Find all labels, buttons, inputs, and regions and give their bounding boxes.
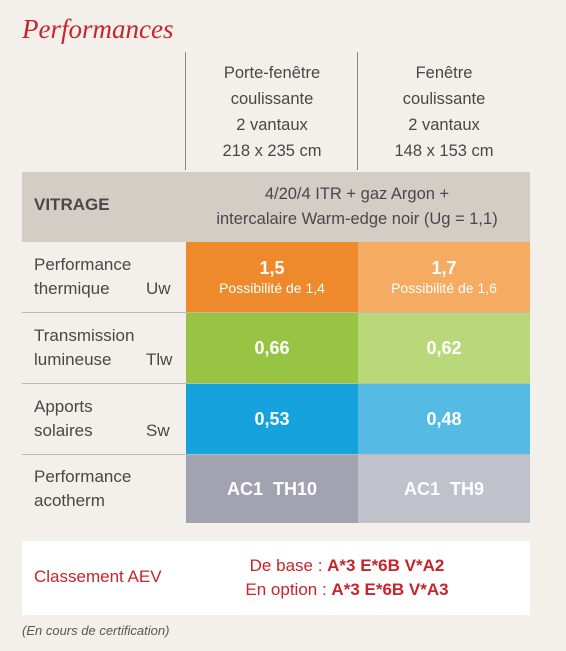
vitrage-description: 4/20/4 ITR + gaz Argon + intercalaire Wa…	[216, 185, 498, 228]
cell-sw-fenetre: 0,48	[358, 384, 530, 454]
page-title: Performances	[22, 14, 174, 44]
header-divider-left	[185, 52, 186, 170]
row-divider	[22, 383, 530, 384]
row-label: Apports solaires Sw	[34, 397, 170, 440]
vitrage-label: VITRAGE	[34, 195, 110, 214]
header-divider-middle	[357, 52, 358, 170]
cell-sw-porte-fenetre: 0,53	[186, 384, 358, 454]
row-transmission-lumineuse: Transmission lumineuse Tlw 0,66 0,62	[22, 313, 530, 383]
row-performance-acotherm: Performance acotherm AC1 TH10 AC1 TH9	[22, 455, 530, 523]
cell-uw-porte-fenetre: 1,5 Possibilité de 1,4	[186, 242, 358, 312]
aev-values: De base : A*3 E*6B V*A2 En option : A*3 …	[245, 556, 449, 599]
row-divider	[22, 312, 530, 313]
aev-label: Classement AEV	[34, 567, 162, 586]
cell-tlw-porte-fenetre: 0,66	[186, 313, 358, 383]
row-label: Transmission lumineuse Tlw	[34, 326, 173, 369]
row-label: Performance acotherm	[34, 467, 132, 510]
aev-box: Classement AEV De base : A*3 E*6B V*A2 E…	[22, 541, 530, 615]
footnote: (En cours de certification)	[22, 623, 170, 638]
row-apports-solaires: Apports solaires Sw 0,53 0,48	[22, 384, 530, 454]
row-performance-thermique: Performance thermique Uw 1,5 Possibilité …	[22, 242, 530, 312]
cell-uw-fenetre: 1,7 Possibilité de 1,6	[358, 242, 530, 312]
column-header-fenetre: Fenêtre coulissante 2 vantaux 148 x 153 …	[394, 64, 494, 160]
row-label: Performance thermique Uw	[34, 255, 171, 298]
vitrage-row: VITRAGE 4/20/4 ITR + gaz Argon + interca…	[22, 172, 530, 242]
row-divider	[22, 454, 530, 455]
cell-tlw-fenetre: 0,62	[358, 313, 530, 383]
column-header-porte-fenetre: Porte-fenêtre coulissante 2 vantaux 218 …	[222, 64, 322, 160]
cell-acotherm-fenetre: AC1 TH9	[358, 455, 530, 523]
cell-acotherm-porte-fenetre: AC1 TH10	[186, 455, 358, 523]
